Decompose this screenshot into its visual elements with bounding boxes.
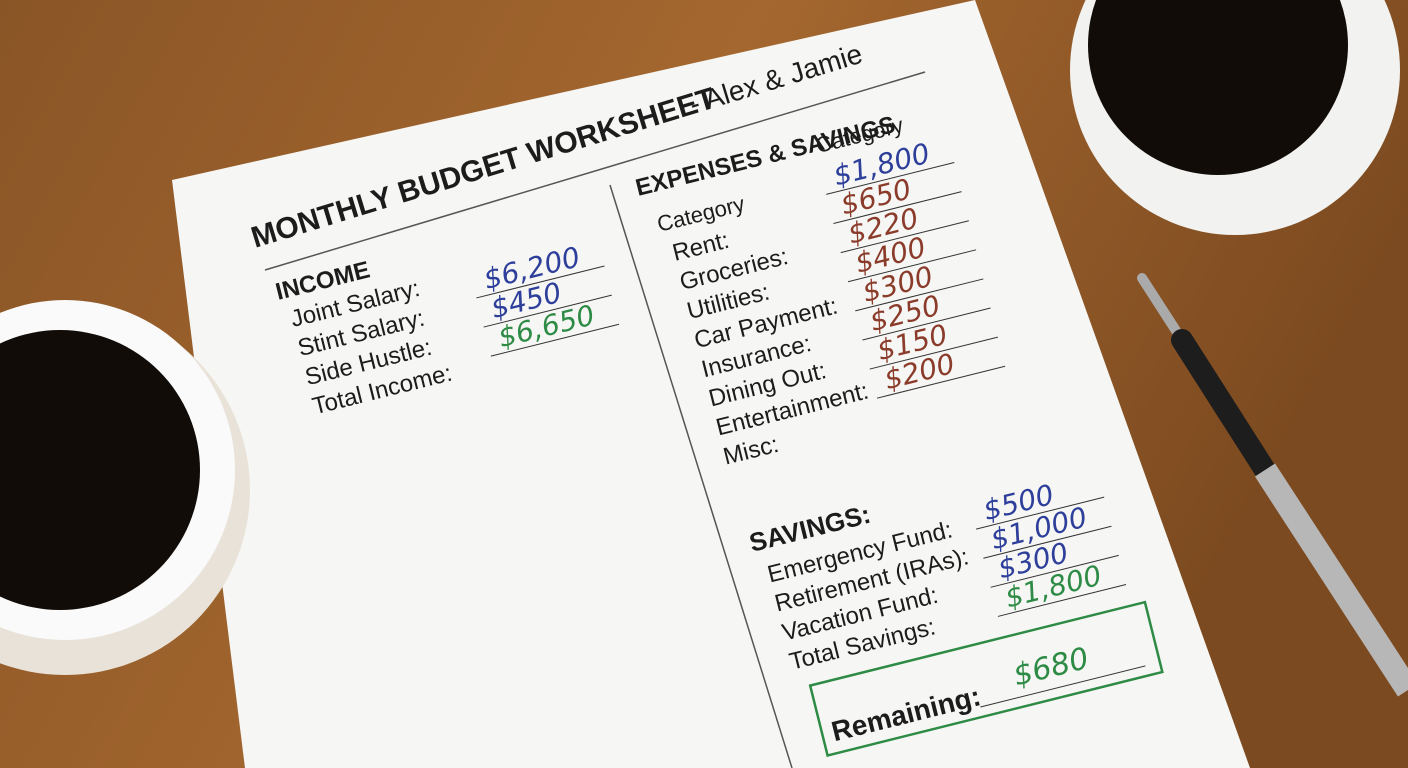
paper: [172, 0, 1250, 768]
underline: [833, 191, 962, 225]
remaining-section: Remaining: $680: [808, 600, 1164, 757]
underline: [847, 249, 977, 283]
title-rule: [264, 71, 926, 271]
underline: [476, 265, 605, 299]
underline: [997, 584, 1127, 617]
underline: [483, 294, 612, 328]
left-cup: [0, 300, 250, 675]
pen: [1137, 273, 1408, 697]
underline: [840, 220, 969, 254]
underline: [855, 278, 984, 312]
underline: [862, 307, 991, 341]
underline: [826, 162, 955, 195]
divider: [609, 184, 793, 768]
right-cup: [1070, 0, 1400, 235]
underline: [980, 665, 1146, 708]
underline: [975, 496, 1105, 530]
underline: [990, 554, 1119, 588]
underline: [490, 323, 620, 357]
underline: [983, 525, 1112, 559]
underline: [869, 336, 998, 370]
remaining-box: [808, 600, 1164, 757]
underline: [876, 365, 1006, 399]
